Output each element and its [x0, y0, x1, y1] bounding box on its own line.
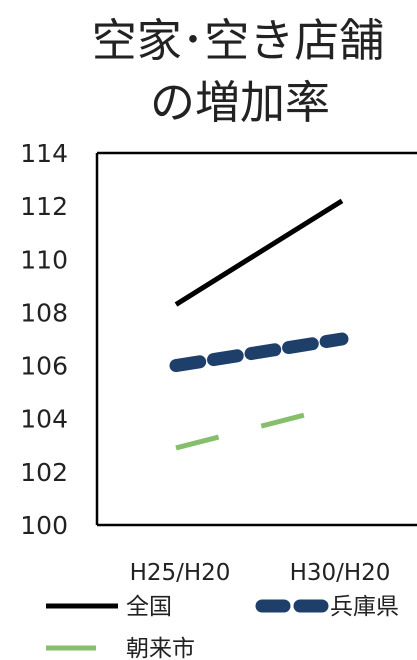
series-lines: [169, 198, 349, 451]
chart-title-line-2: の増加率: [150, 76, 330, 129]
x-tick-label: H25/H20: [130, 560, 231, 586]
y-tick-label: 104: [20, 405, 68, 434]
y-tick-label: 110: [20, 245, 68, 274]
series-line-1: [174, 198, 344, 307]
y-tick-label: 114: [20, 139, 68, 168]
y-tick-label: 108: [20, 298, 68, 327]
y-tick-labels: 100 102 104 106 108 110 112 114: [20, 139, 68, 540]
legend-label-2: 兵庫県: [330, 594, 399, 620]
y-tick-label: 100: [20, 511, 68, 540]
x-tick-label: H30/H20: [290, 560, 391, 586]
chart-title-line-1: 空家･空き店舗: [92, 14, 385, 67]
x-tick-labels: H25/H20 H30/H20: [130, 560, 391, 586]
legend-label-3: 朝来市: [126, 636, 195, 660]
series-line-2: [169, 332, 349, 373]
y-tick-label: 106: [20, 352, 68, 381]
legend-label-1: 全国: [126, 594, 172, 620]
y-tick-label: 102: [20, 458, 68, 487]
series-line-3: [175, 403, 343, 451]
y-tick-label: 112: [20, 192, 68, 221]
